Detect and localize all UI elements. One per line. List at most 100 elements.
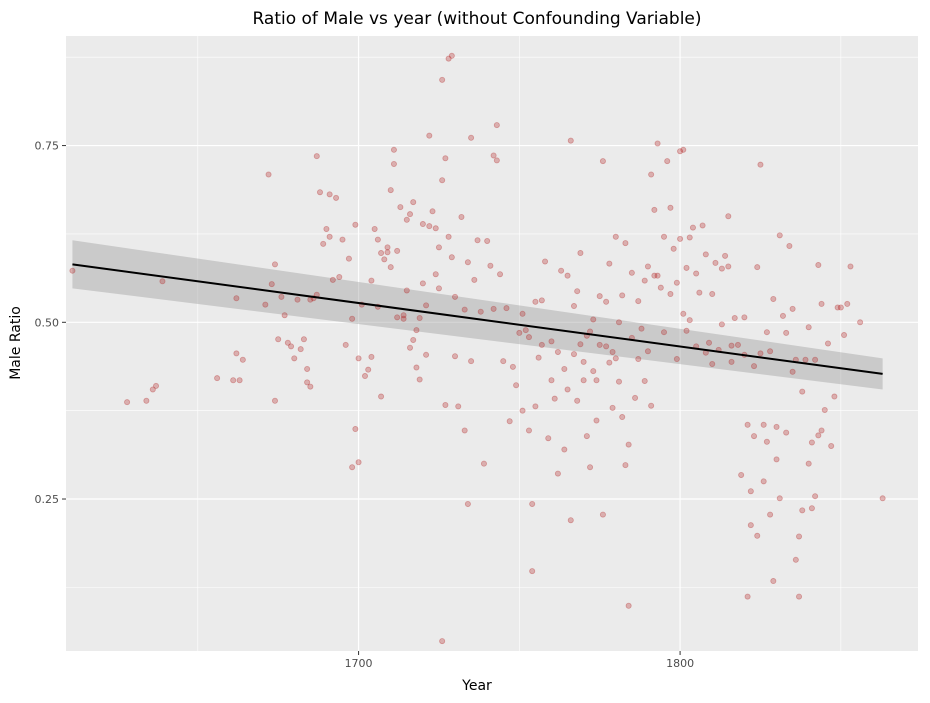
data-point <box>400 315 407 322</box>
data-point <box>744 421 751 428</box>
data-point <box>747 522 754 529</box>
data-point <box>677 235 684 242</box>
data-point <box>570 303 577 310</box>
data-point <box>783 429 790 436</box>
data-point <box>776 232 783 239</box>
data-point <box>844 300 851 307</box>
data-point <box>779 312 786 319</box>
data-point <box>612 233 619 240</box>
data-point <box>394 314 401 321</box>
data-point <box>760 421 767 428</box>
data-point <box>230 377 237 384</box>
data-point <box>751 433 758 440</box>
data-point <box>728 342 735 349</box>
data-point <box>625 441 632 448</box>
data-point <box>661 329 668 336</box>
data-point <box>333 194 340 201</box>
y-tick-label: 0.75 <box>35 140 60 153</box>
data-point <box>349 464 356 471</box>
data-point <box>731 315 738 322</box>
data-point <box>648 402 655 409</box>
data-point <box>796 533 803 540</box>
data-point <box>416 376 423 383</box>
data-point <box>432 225 439 232</box>
data-point <box>448 254 455 261</box>
data-point <box>654 140 661 147</box>
data-point <box>268 281 275 288</box>
data-point <box>548 338 555 345</box>
data-point <box>635 356 642 363</box>
data-point <box>355 355 362 362</box>
data-point <box>464 500 471 507</box>
data-point <box>603 298 610 305</box>
data-point <box>689 224 696 231</box>
data-point <box>648 171 655 178</box>
data-point <box>570 351 577 358</box>
data-point <box>796 593 803 600</box>
data-point <box>641 377 648 384</box>
confidence-ribbon <box>72 240 883 390</box>
data-point <box>284 339 291 346</box>
data-point <box>442 155 449 162</box>
data-point <box>448 52 455 59</box>
data-point <box>525 427 532 434</box>
data-point <box>480 460 487 467</box>
data-point <box>824 340 831 347</box>
x-tick-label: 1700 <box>345 657 373 670</box>
data-point <box>345 255 352 262</box>
data-point <box>879 495 886 502</box>
data-point <box>214 375 221 382</box>
data-point <box>413 364 420 371</box>
data-point <box>304 365 311 372</box>
data-point <box>461 427 468 434</box>
data-point <box>329 276 336 283</box>
data-point <box>603 343 610 350</box>
data-point <box>153 382 160 389</box>
data-point <box>262 301 269 308</box>
data-point <box>561 446 568 453</box>
data-point <box>632 394 639 401</box>
data-point <box>587 464 594 471</box>
data-point <box>709 291 716 298</box>
data-point <box>776 495 783 502</box>
data-point <box>661 233 668 240</box>
confidence-band <box>72 240 883 390</box>
y-axis-label: Male Ratio <box>8 306 24 380</box>
data-point <box>500 358 507 365</box>
data-point <box>773 423 780 430</box>
data-point <box>426 223 433 230</box>
x-axis-label: Year <box>461 678 492 694</box>
data-point <box>673 356 680 363</box>
data-point <box>763 329 770 336</box>
data-point <box>641 277 648 284</box>
data-point <box>773 456 780 463</box>
data-point <box>786 242 793 249</box>
data-point <box>706 339 713 346</box>
data-point <box>352 221 359 228</box>
data-point <box>339 236 346 243</box>
data-point <box>561 365 568 372</box>
data-point <box>423 302 430 309</box>
data-point <box>233 350 240 357</box>
data-point <box>487 262 494 269</box>
data-point <box>362 373 369 380</box>
data-point <box>828 442 835 449</box>
data-point <box>770 295 777 302</box>
data-point <box>802 356 809 363</box>
data-point <box>841 332 848 339</box>
data-point <box>497 271 504 278</box>
data-point <box>718 321 725 328</box>
data-point <box>741 314 748 321</box>
data-point <box>365 366 372 373</box>
data-point <box>413 327 420 334</box>
data-point <box>580 377 587 384</box>
data-point <box>596 293 603 300</box>
data-point <box>410 336 417 343</box>
data-point <box>599 158 606 165</box>
data-point <box>471 276 478 283</box>
data-point <box>667 291 674 298</box>
data-point <box>503 305 510 312</box>
data-point <box>464 259 471 266</box>
data-point <box>657 284 664 291</box>
